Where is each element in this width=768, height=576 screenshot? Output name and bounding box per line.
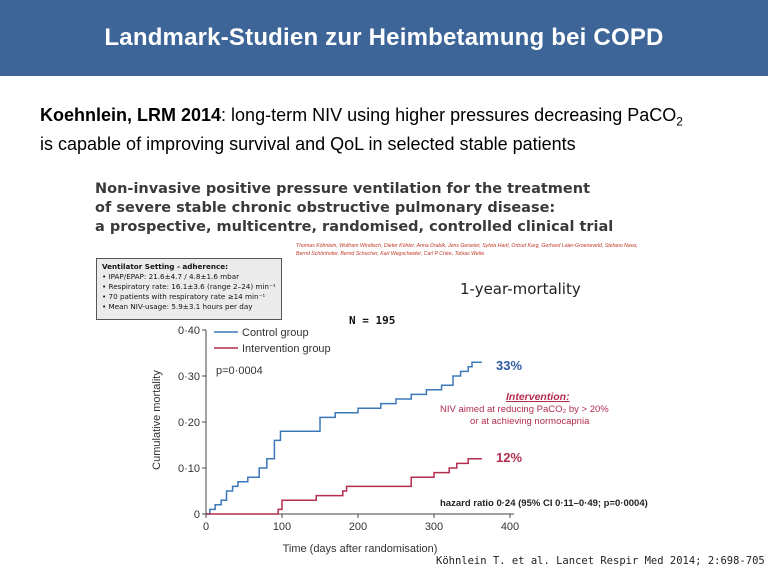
hazard-ratio-label: hazard ratio 0·24 (95% CI 0·11–0·49; p=0… bbox=[440, 498, 648, 509]
intervention-annotation-line: NIV aimed at reducing PaCO₂ by > 20% bbox=[440, 404, 609, 415]
p-value-label: p=0·0004 bbox=[216, 365, 263, 377]
ventilator-settings-box: Ventilator Setting - adherence: • IPAP/E… bbox=[96, 258, 282, 320]
chart-legend: Control group Intervention group bbox=[214, 327, 331, 355]
slide-subtitle: Koehnlein, LRM 2014: long-term NIV using… bbox=[40, 104, 740, 155]
x-tick-label: 200 bbox=[349, 521, 367, 533]
intervention-end-label: 12% bbox=[496, 450, 522, 465]
mortality-chart: 0 100 200 300 400 0 0·10 0·20 0·30 0·40 Control g… bbox=[151, 325, 648, 555]
slide-header: Landmark-Studien zur Heimbetamung bei CO… bbox=[0, 0, 768, 76]
citation: Köhnlein T. et al. Lancet Respir Med 201… bbox=[436, 555, 765, 567]
x-axis-label: Time (days after randomisation) bbox=[283, 543, 438, 555]
legend-label-intervention: Intervention group bbox=[242, 343, 331, 355]
x-tick-label: 300 bbox=[425, 521, 443, 533]
x-tick-label: 100 bbox=[273, 521, 291, 533]
x-tick-label: 0 bbox=[203, 521, 209, 533]
authors-line: Thomas Köhnlein, Wolfram Windisch, Diete… bbox=[296, 243, 638, 249]
paper-title-line: Non-invasive positive pressure ventilati… bbox=[95, 181, 590, 197]
paper-authors: Thomas Köhnlein, Wolfram Windisch, Diete… bbox=[296, 242, 696, 258]
y-tick-label: 0·40 bbox=[178, 325, 200, 337]
control-end-label: 33% bbox=[496, 358, 522, 373]
subtitle-text-1: : long-term NIV using higher pressures d… bbox=[221, 105, 677, 125]
paper-title: Non-invasive positive pressure ventilati… bbox=[95, 180, 615, 237]
paper-title-line: of severe stable chronic obstructive pul… bbox=[95, 200, 556, 216]
legend-label-control: Control group bbox=[242, 327, 309, 339]
mortality-title: 1-year-mortality bbox=[460, 280, 581, 298]
ventilator-item: • IPAP/EPAP: 21.6±4.7 / 4.8±1.6 mbar bbox=[102, 272, 240, 281]
x-tick-label: 400 bbox=[501, 521, 519, 533]
study-reference: Koehnlein, LRM 2014 bbox=[40, 105, 222, 125]
sample-size-label: N = 195 bbox=[349, 314, 396, 327]
y-axis-label: Cumulative mortality bbox=[151, 370, 163, 470]
intervention-group-line bbox=[206, 458, 482, 515]
y-tick-label: 0·30 bbox=[178, 371, 200, 383]
intervention-annotation-title: Intervention: bbox=[506, 391, 570, 403]
y-tick-label: 0 bbox=[194, 509, 200, 521]
subtitle-subscript: 2 bbox=[676, 114, 683, 129]
slide-title: Landmark-Studien zur Heimbetamung bei CO… bbox=[104, 24, 664, 51]
intervention-annotation-line: or at achieving normocapnia bbox=[470, 416, 590, 427]
ventilator-item: • 70 patients with respiratory rate ≥14 … bbox=[102, 292, 266, 301]
chart-ticks: 0 100 200 300 400 0 0·10 0·20 0·30 0·40 bbox=[178, 325, 519, 533]
control-group-line bbox=[206, 361, 482, 515]
chart-series bbox=[206, 361, 482, 515]
y-tick-label: 0·20 bbox=[178, 417, 200, 429]
ventilator-item: • Mean NIV-usage: 5.9±3.1 hours per day bbox=[102, 302, 253, 311]
ventilator-box-title: Ventilator Setting - adherence: bbox=[102, 262, 228, 271]
y-tick-label: 0·10 bbox=[178, 463, 200, 475]
subtitle-text-2: is capable of improving survival and QoL… bbox=[40, 133, 576, 154]
paper-title-line: a prospective, multicentre, randomised, … bbox=[95, 219, 614, 235]
authors-line: Bernd Schönhofer, Bernd Schucher, Karl W… bbox=[296, 251, 485, 257]
ventilator-item: • Respiratory rate: 16.1±3.6 (range 2–24… bbox=[102, 282, 276, 291]
